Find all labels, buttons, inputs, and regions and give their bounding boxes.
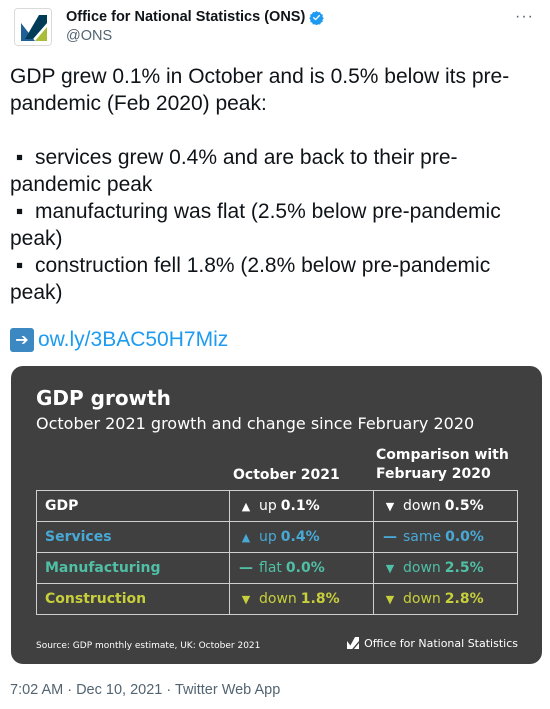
ons-logo: Office for National Statistics: [346, 636, 518, 650]
table-row: Construction ▼ down 1.8% ▼ down 2.8%: [36, 583, 518, 615]
row-label: Construction: [36, 583, 230, 615]
card-subtitle: October 2021 growth and change since Feb…: [36, 414, 475, 433]
more-options-icon[interactable]: ···: [515, 8, 534, 25]
gdp-infographic-image[interactable]: GDP growth October 2021 growth and chang…: [11, 366, 542, 664]
tweet-text: GDP grew 0.1% in October and is 0.5% bel…: [10, 63, 540, 306]
card-title: GDP growth: [36, 386, 171, 410]
avatar[interactable]: [14, 8, 52, 46]
source-note: Source: GDP monthly estimate, UK: Octobe…: [36, 641, 261, 651]
change-value: 0.5%: [444, 498, 484, 514]
bullet-text: construction fell 1.8% (2.8% below pre-p…: [10, 254, 491, 304]
change-value: 0.4%: [280, 529, 320, 545]
table-row: Services ▲ up 0.4% — same 0.0%: [36, 521, 518, 553]
short-link[interactable]: ow.ly/3BAC50H7Miz: [38, 328, 229, 351]
table-row: Manufacturing — flat 0.0% ▼ down 2.5%: [36, 552, 518, 584]
ons-avatar-logo-icon: [15, 9, 51, 45]
right-arrow-icon: ➔: [10, 328, 34, 352]
dash-icon: —: [383, 529, 397, 545]
up-triangle-icon: ▲: [241, 499, 251, 513]
change-value: 1.8%: [300, 591, 340, 607]
direction-word: up: [259, 529, 277, 545]
direction-word: down: [259, 591, 297, 607]
bullet-text: services grew 0.4% and are back to their…: [10, 146, 458, 196]
comparison-cell: — same 0.0%: [373, 521, 518, 553]
link-row: ➔ ow.ly/3BAC50H7Miz: [10, 328, 228, 352]
direction-word: same: [403, 529, 442, 545]
direction-word: flat: [259, 560, 282, 576]
change-value: 0.1%: [280, 498, 320, 514]
comparison-cell: ▼ down 0.5%: [373, 490, 518, 522]
change-value: 0.0%: [285, 560, 325, 576]
october-cell: ▼ down 1.8%: [229, 583, 374, 615]
ons-logo-text: Office for National Statistics: [364, 636, 518, 650]
column-header-october: October 2021: [233, 467, 340, 483]
change-value: 2.8%: [444, 591, 484, 607]
bullet-icon: ▪: [15, 254, 24, 277]
october-cell: ▲ up 0.1%: [229, 490, 374, 522]
down-triangle-icon: ▼: [385, 499, 395, 513]
row-label: Manufacturing: [36, 552, 230, 584]
october-cell: ▲ up 0.4%: [229, 521, 374, 553]
bullet-construction: ▪ construction fell 1.8% (2.8% below pre…: [10, 252, 540, 306]
direction-word: up: [259, 498, 277, 514]
display-name[interactable]: Office for National Statistics (ONS): [66, 9, 306, 25]
bullet-manufacturing: ▪ manufacturing was flat (2.5% below pre…: [10, 198, 540, 252]
row-label: Services: [36, 521, 230, 553]
change-value: 0.0%: [445, 529, 484, 545]
table-row: GDP ▲ up 0.1% ▼ down 0.5%: [36, 490, 518, 522]
direction-word: down: [403, 591, 441, 607]
down-triangle-icon: ▼: [385, 592, 395, 606]
tweet-intro: GDP grew 0.1% in October and is 0.5% bel…: [10, 65, 510, 115]
row-label: GDP: [36, 490, 230, 522]
account-handle[interactable]: @ONS: [66, 28, 113, 44]
name-row: Office for National Statistics (ONS): [66, 9, 325, 25]
tweet-meta[interactable]: 7:02 AM · Dec 10, 2021 · Twitter Web App: [10, 682, 281, 698]
bullet-icon: ▪: [15, 200, 24, 223]
bullet-text: manufacturing was flat (2.5% below pre-p…: [10, 200, 501, 250]
tweet-header: Office for National Statistics (ONS) @ON…: [14, 6, 536, 46]
down-triangle-icon: ▼: [385, 561, 395, 575]
gdp-table: GDP ▲ up 0.1% ▼ down 0.5% Services ▲ up 0.4% — same 0…: [36, 490, 518, 615]
column-header-comparison: Comparison with February 2020: [376, 446, 509, 484]
october-cell: — flat 0.0%: [229, 552, 374, 584]
bullet-services: ▪ services grew 0.4% and are back to the…: [10, 144, 540, 198]
verified-badge-icon: [309, 10, 325, 25]
comparison-cell: ▼ down 2.8%: [373, 583, 518, 615]
comparison-cell: ▼ down 2.5%: [373, 552, 518, 584]
change-value: 2.5%: [444, 560, 484, 576]
column-header-line: February 2020: [376, 466, 491, 482]
dash-icon: —: [239, 560, 253, 576]
ons-logo-icon: [347, 637, 360, 649]
down-triangle-icon: ▼: [241, 592, 251, 606]
direction-word: down: [403, 498, 441, 514]
column-header-line: Comparison with: [376, 447, 509, 463]
bullet-icon: ▪: [15, 146, 24, 169]
direction-word: down: [403, 560, 441, 576]
up-triangle-icon: ▲: [241, 530, 251, 544]
